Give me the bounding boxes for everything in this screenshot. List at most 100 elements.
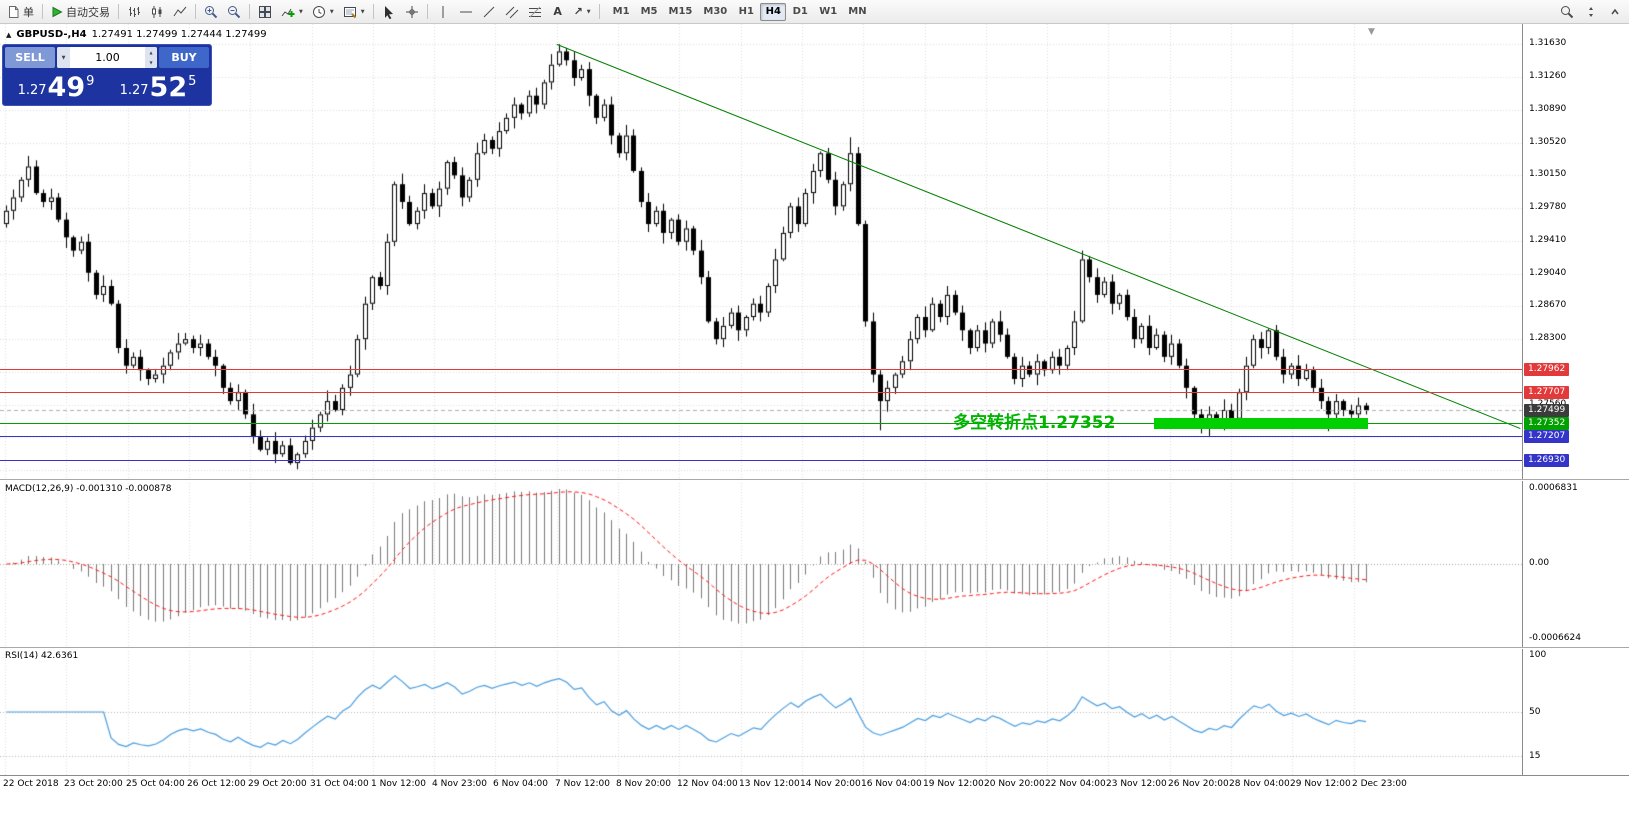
price-axis[interactable]: 1.31630 1.31260 1.30890 1.30520 1.30150 1.297…: [1522, 24, 1629, 775]
horizontal-line-1.27207[interactable]: [0, 436, 1522, 437]
timeframe-w1[interactable]: W1: [819, 6, 838, 17]
clock-icon: [312, 5, 326, 19]
time-axis-label: 23 Oct 20:00: [64, 779, 123, 789]
timeframe-h4[interactable]: H4: [760, 2, 787, 21]
autotrading-button[interactable]: 自动交易: [47, 2, 114, 22]
add-indicator-icon: [281, 5, 295, 19]
sell-button[interactable]: SELL: [5, 47, 55, 68]
time-axis-label: 19 Nov 12:00: [923, 779, 984, 789]
horizontal-line-button[interactable]: [455, 2, 477, 22]
zoom-in-button[interactable]: [200, 2, 222, 22]
macd-name: MACD(12,26,9): [5, 484, 74, 494]
chart-title-row: ▲ GBPUSD-,H4 1.27491 1.27499 1.27444 1.2…: [6, 29, 267, 40]
channel-icon: [505, 5, 519, 19]
channel-button[interactable]: [501, 2, 523, 22]
horizontal-line-1.27962[interactable]: [0, 369, 1522, 370]
time-axis-label: 8 Nov 20:00: [616, 779, 671, 789]
chart-bars-button[interactable]: [123, 2, 145, 22]
trendline-button[interactable]: [478, 2, 500, 22]
price-level-tag-1.27352: 1.27352: [1524, 417, 1570, 430]
time-axis-label: 2 Dec 23:00: [1352, 779, 1407, 789]
zoom-out-button[interactable]: [223, 2, 245, 22]
trade-panel-prices: 1.27 49 9 1.27 52 5: [5, 70, 209, 103]
timeframe-m15[interactable]: M15: [668, 6, 693, 17]
sell-price[interactable]: 1.27 49 9: [5, 70, 107, 103]
toolbar-right-group: [1556, 2, 1626, 22]
macd-indicator-label: MACD(12,26,9) -0.001310 -0.000878: [5, 484, 171, 494]
search-icon: [1560, 5, 1574, 19]
chart-candles-button[interactable]: [146, 2, 168, 22]
time-axis-label: 12 Nov 04:00: [677, 779, 738, 789]
chevron-down-icon: ▼: [299, 8, 303, 15]
timeframe-m30[interactable]: M30: [703, 6, 728, 17]
text-tool-button[interactable]: A: [547, 2, 569, 22]
time-axis[interactable]: 22 Oct 2018 23 Oct 20:00 25 Oct 04:00 26 Oc…: [0, 775, 1629, 791]
horizontal-line-1.27352[interactable]: [0, 423, 1522, 424]
ohlc-values: 1.27491 1.27499 1.27444 1.27499: [91, 29, 267, 40]
price-level-tag-1.27962: 1.27962: [1524, 363, 1570, 376]
time-axis-label: 22 Nov 04:00: [1045, 779, 1106, 789]
time-axis-label: 28 Nov 04:00: [1229, 779, 1290, 789]
timeframe-h1[interactable]: H1: [738, 6, 754, 17]
time-axis-label: 14 Nov 20:00: [800, 779, 861, 789]
fibonacci-button[interactable]: [524, 2, 546, 22]
arrow-tools-button[interactable]: ↗ ▼: [570, 2, 595, 22]
price-axis-label: 1.30520: [1529, 137, 1567, 147]
rsi-value: 42.6361: [40, 651, 79, 661]
time-axis-label: 22 Oct 2018: [3, 779, 59, 789]
chart-shift-marker[interactable]: ▼: [1368, 27, 1375, 37]
timeframe-m1[interactable]: M1: [612, 6, 630, 17]
spin-up-icon[interactable]: ▲: [149, 49, 153, 55]
macd-scale-label: 0.0006831: [1529, 483, 1578, 493]
periods-button[interactable]: ▼: [308, 2, 338, 22]
scroll-arrows-button[interactable]: [1580, 2, 1602, 22]
horizontal-line-1.27707[interactable]: [0, 392, 1522, 393]
price-level-tag-1.27207: 1.27207: [1524, 430, 1570, 443]
one-click-trading-panel: SELL ▼ 1.00 ▲ ▼ BUY 1.27 49 9 1.27 52 5: [2, 44, 212, 106]
autotrading-label: 自动交易: [66, 5, 110, 19]
volume-input[interactable]: 1.00: [95, 51, 120, 64]
buy-price[interactable]: 1.27 52 5: [107, 70, 209, 103]
volume-dropdown-icon[interactable]: ▼: [57, 47, 70, 68]
separator: [598, 4, 600, 19]
turning-point-highlight-rect[interactable]: [1154, 418, 1368, 429]
search-button[interactable]: [1556, 2, 1578, 22]
vertical-line-button[interactable]: [432, 2, 454, 22]
rsi-name: RSI(14): [5, 651, 39, 661]
time-axis-label: 25 Oct 04:00: [126, 779, 185, 789]
price-chart-canvas[interactable]: [0, 24, 1522, 775]
macd-values: -0.001310 -0.000878: [76, 484, 172, 494]
timeframe-m5[interactable]: M5: [640, 6, 658, 17]
indicators-button[interactable]: ▼: [277, 2, 307, 22]
price-axis-label: 1.28670: [1529, 300, 1567, 310]
turning-point-annotation[interactable]: 多空转折点1.27352: [953, 413, 1116, 433]
toolbar-overflow-button[interactable]: [1604, 2, 1626, 22]
pane-separator-rsi[interactable]: [0, 647, 1629, 649]
price-axis-label: 1.29040: [1529, 268, 1567, 278]
descending-trendline[interactable]: [556, 43, 1521, 430]
price-axis-label: 1.29410: [1529, 235, 1567, 245]
tile-windows-button[interactable]: [254, 2, 276, 22]
time-axis-label: 1 Nov 12:00: [371, 779, 426, 789]
price-axis-label: 1.29780: [1529, 202, 1567, 212]
chart-line-button[interactable]: [169, 2, 191, 22]
templates-button[interactable]: ▼: [339, 2, 369, 22]
template-icon: [343, 5, 357, 19]
volume-control: ▼ 1.00 ▲ ▼: [57, 47, 157, 68]
crosshair-button[interactable]: [401, 2, 423, 22]
buy-price-big: 52: [149, 72, 188, 104]
time-axis-label: 26 Oct 12:00: [187, 779, 246, 789]
panel-collapse-icon[interactable]: ▲: [6, 30, 12, 39]
horizontal-line-1.26930[interactable]: [0, 460, 1522, 461]
spin-down-icon[interactable]: ▼: [149, 60, 153, 66]
pane-separator-macd[interactable]: [0, 479, 1629, 481]
timeframe-d1[interactable]: D1: [792, 6, 808, 17]
cursor-button[interactable]: [378, 2, 400, 22]
timeframe-mn[interactable]: MN: [848, 6, 867, 17]
new-order-button[interactable]: 单: [3, 2, 38, 22]
volume-spinner: ▲ ▼: [145, 47, 157, 68]
chevron-down-icon: ▼: [586, 8, 591, 15]
time-axis-label: 31 Oct 04:00: [310, 779, 369, 789]
separator: [42, 4, 43, 19]
buy-button[interactable]: BUY: [159, 47, 209, 68]
